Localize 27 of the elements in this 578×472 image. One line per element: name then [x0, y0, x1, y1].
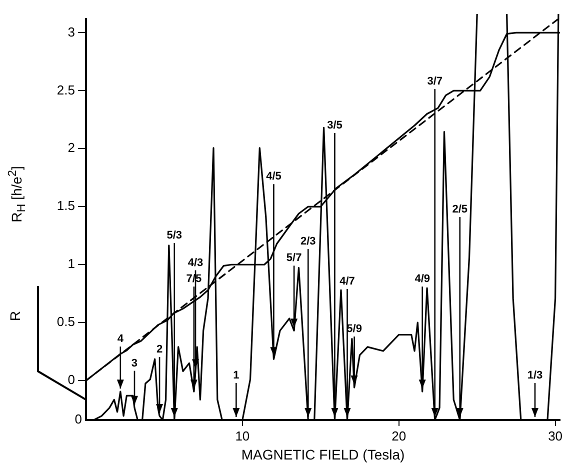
y-tick-label: 3 [68, 24, 75, 40]
x-axis-title: MAGNETIC FIELD (Tesla) [241, 446, 405, 462]
y-tick-label: 0.5 [56, 314, 75, 330]
x-tick-label: 30 [548, 428, 563, 444]
annotation: 1 [233, 370, 240, 382]
y-axis-title: R [7, 310, 24, 322]
annotation: 2 [156, 343, 163, 356]
y-tick-label: 1.5 [56, 198, 75, 214]
annotation: 5/7 [286, 252, 302, 264]
annotation: 1/3 [527, 370, 543, 382]
x-tick-label: 10 [235, 428, 250, 444]
y-tick-label: 0 [68, 372, 75, 388]
annotation: 4/9 [414, 273, 430, 286]
y-tick-label: 2.5 [56, 82, 75, 98]
annotation: 3/7 [427, 76, 442, 88]
annotation: 4/3 [188, 256, 204, 269]
x-tick-label: 20 [392, 428, 406, 444]
annotation: 4/7 [340, 276, 355, 288]
annotation: 3/5 [327, 120, 342, 132]
annotation: 4 [117, 333, 124, 346]
annotation: 3 [131, 357, 138, 370]
y-tick-label: 1 [68, 256, 75, 272]
annotation: 2/5 [452, 204, 468, 216]
annotation: 4/5 [266, 170, 282, 183]
annotation: 5/3 [166, 230, 182, 242]
y-tick-label: 2 [68, 140, 75, 156]
annotation: 2/3 [300, 236, 316, 248]
